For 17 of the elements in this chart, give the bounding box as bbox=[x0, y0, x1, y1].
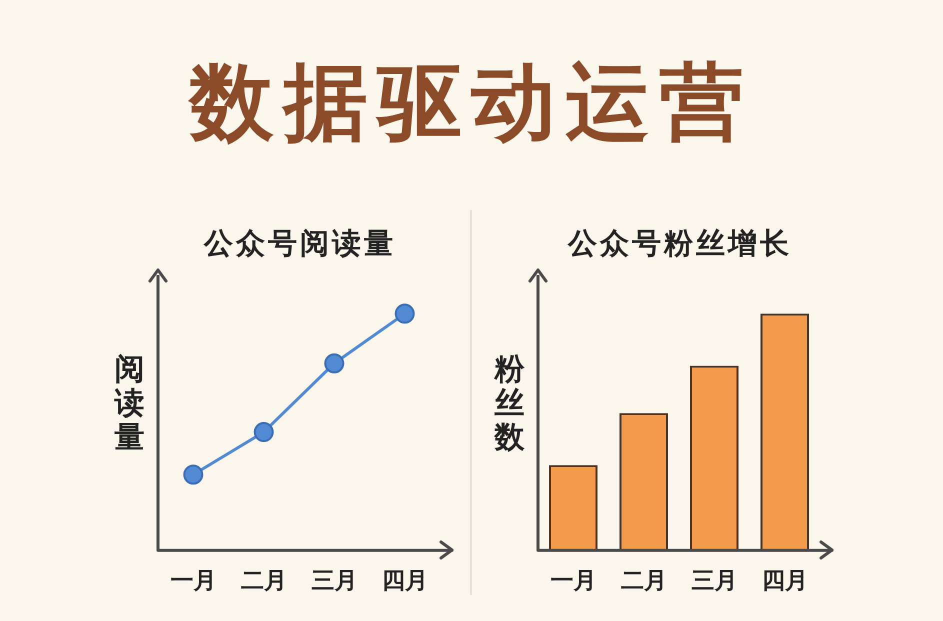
chart-title: 公众号阅读量 bbox=[202, 225, 397, 262]
x-tick-label: 二月 bbox=[240, 568, 287, 594]
x-tick-label: 四月 bbox=[382, 568, 428, 594]
x-tick-label: 二月 bbox=[620, 568, 667, 594]
point bbox=[254, 422, 274, 442]
point bbox=[183, 464, 204, 485]
y-axis-title: 阅读量 bbox=[114, 352, 145, 455]
point bbox=[324, 353, 344, 374]
x-tick-label: 四月 bbox=[762, 568, 808, 594]
x-tick-label: 一月 bbox=[170, 568, 216, 594]
point bbox=[394, 304, 415, 324]
y-axis-title: 粉丝数 bbox=[494, 352, 525, 455]
x-tick-label: 三月 bbox=[311, 568, 358, 594]
x-tick-label: 三月 bbox=[691, 568, 738, 594]
x-tick-label: 一月 bbox=[550, 568, 596, 594]
text: 数据驱动运营 bbox=[187, 52, 754, 152]
chart-title: 公众号粉丝增长 bbox=[566, 225, 793, 262]
